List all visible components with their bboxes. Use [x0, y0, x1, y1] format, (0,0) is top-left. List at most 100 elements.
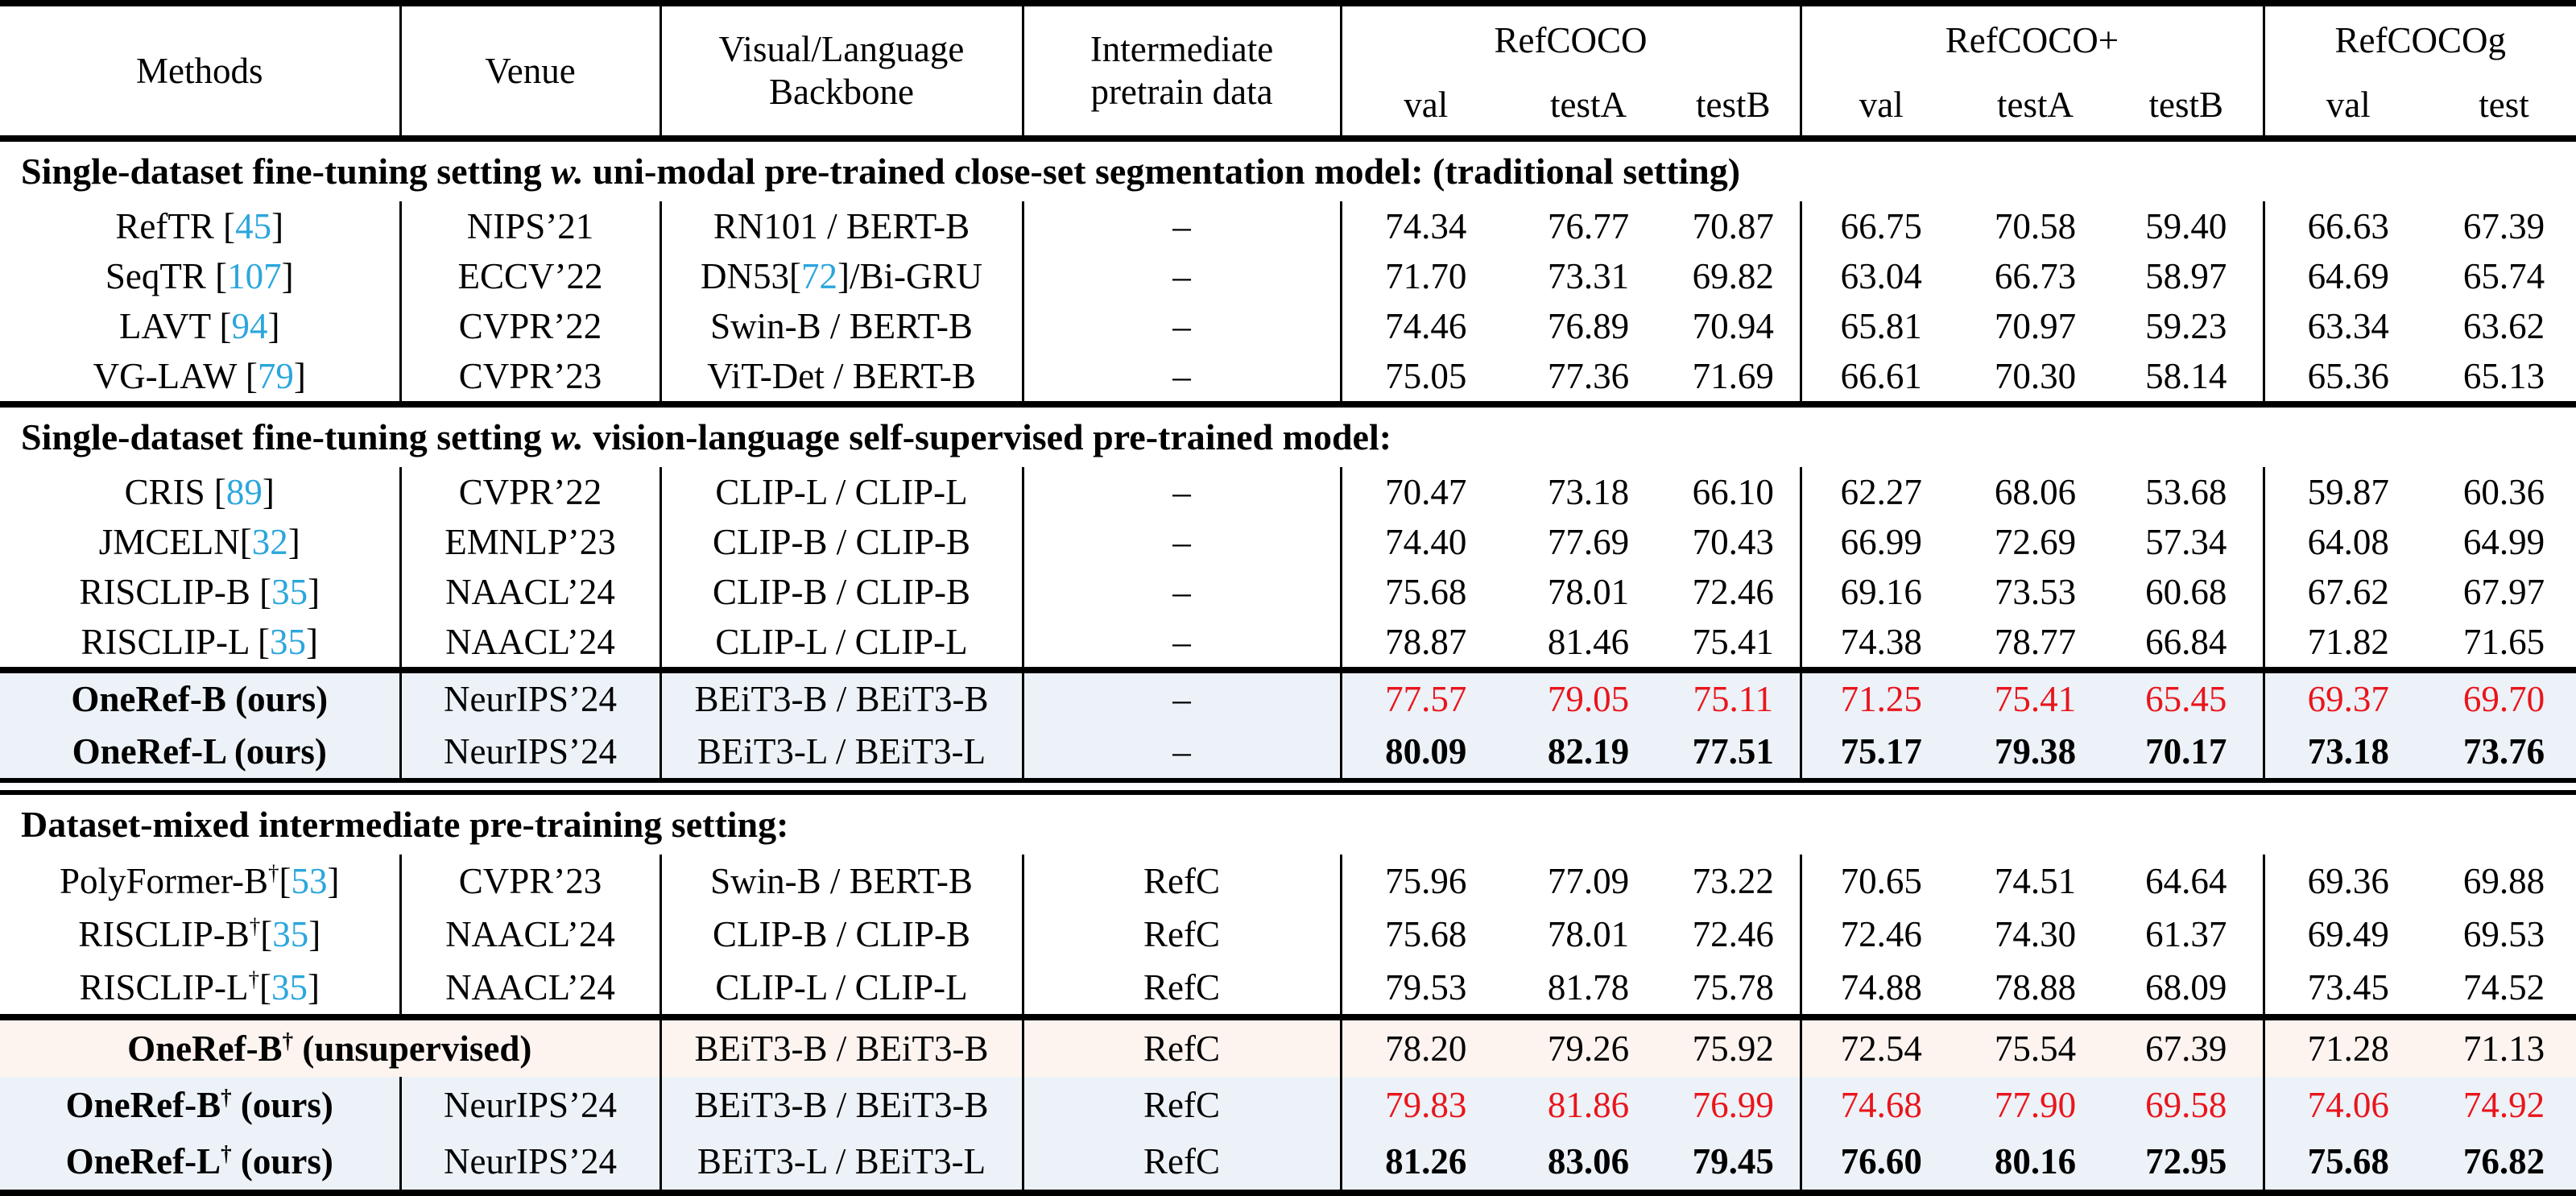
method-cell: PolyFormer-B†[53]: [0, 855, 402, 908]
citation-link[interactable]: 45: [235, 205, 272, 246]
citation-link[interactable]: 35: [271, 571, 308, 612]
backbone-cell: Swin-B / BERT-B: [660, 301, 1024, 351]
cite-bracket: [: [219, 305, 232, 346]
score-cell: 75.17: [1801, 726, 1961, 778]
subcol-refcoco-testA: testA: [1550, 85, 1627, 126]
score-cell: 74.30: [1994, 913, 2077, 954]
section-title-row: Single-dataset fine-tuning setting w. vi…: [0, 408, 2576, 467]
score-cell: 82.19: [1510, 726, 1667, 778]
backbone-cell: Swin-B / BERT-B: [660, 855, 1024, 908]
pretrain-data-cell: RefC: [1023, 855, 1342, 908]
score-cell: 59.40: [2110, 201, 2265, 251]
cite-bracket: ]: [306, 621, 319, 662]
score-cell: 69.82: [1667, 251, 1802, 301]
citation-link[interactable]: 94: [231, 305, 268, 346]
method-name: CRIS: [124, 471, 205, 512]
section-title: Single-dataset fine-tuning setting w. un…: [21, 151, 1741, 192]
venue-cell: NeurIPS’24: [400, 673, 662, 726]
table-row: OneRef-B† (unsupervised) BEiT3-B / BEiT3-…: [0, 1020, 2576, 1077]
pretrain-data-cell: –: [1023, 467, 1342, 517]
score-cell: 74.34: [1385, 205, 1467, 246]
score-cell: 77.51: [1667, 726, 1802, 778]
score-cell: 78.77: [1994, 621, 2077, 662]
score-cell: 69.70: [2432, 673, 2576, 726]
method-cell: SeqTR [107]: [0, 251, 402, 301]
score-cell: 75.68: [1385, 913, 1467, 954]
rule-line: [0, 135, 2576, 142]
cite-bracket: ]: [308, 966, 320, 1008]
venue-cell: NIPS’21: [400, 201, 662, 251]
score-cell: 75.41: [1667, 617, 1802, 667]
pretrain-data-cell: –: [1023, 301, 1342, 351]
table-row: VG-LAW [79] CVPR’23 ViT-Det / BERT-B –75.05…: [0, 351, 2576, 401]
cite-bracket: [: [213, 471, 226, 512]
method-name: OneRef-B† (unsupervised): [127, 1028, 532, 1069]
score-cell: 70.65: [1840, 860, 1922, 901]
score-cell: 67.97: [2462, 571, 2545, 612]
score-cell: 75.68: [1385, 571, 1467, 612]
table-row: RISCLIP-B†[35] NAACL’24 CLIP-B / CLIP-B Ref…: [0, 908, 2576, 961]
citation-link[interactable]: 35: [272, 913, 309, 954]
score-cell: 72.95: [2110, 1133, 2265, 1190]
score-cell: 66.61: [1840, 355, 1922, 396]
method-name: SeqTR: [105, 255, 206, 296]
section-rule: [0, 401, 2576, 408]
score-cell: 79.38: [1961, 726, 2110, 778]
citation-link[interactable]: 35: [271, 966, 308, 1008]
score-cell: 78.01: [1547, 913, 1630, 954]
venue-cell: CVPR’23: [400, 351, 662, 401]
venue-cell: NAACL’24: [400, 567, 662, 617]
col-header-pretrain-line1: Intermediate: [1090, 28, 1274, 69]
score-cell: 69.58: [2110, 1077, 2265, 1133]
cite-bracket: [: [279, 860, 292, 901]
citation-link[interactable]: 107: [227, 255, 282, 296]
citation-link[interactable]: 79: [257, 355, 294, 396]
citation-link[interactable]: 35: [270, 621, 307, 662]
citation-link[interactable]: 89: [225, 471, 263, 512]
method-name: PolyFormer-B†: [59, 860, 279, 901]
pretrain-data-cell: RefC: [1023, 1020, 1342, 1077]
score-cell: 80.09: [1341, 726, 1510, 778]
score-cell: 76.99: [1667, 1077, 1802, 1133]
method-name: JMCELN: [98, 521, 240, 562]
score-cell: 62.27: [1840, 471, 1922, 512]
backbone-cell: BEiT3-B / BEiT3-B: [660, 673, 1024, 726]
method-cell: OneRef-B (ours): [0, 673, 402, 726]
table-row: JMCELN[32] EMNLP’23 CLIP-B / CLIP-B –74.40 7…: [0, 517, 2576, 567]
table-row: CRIS [89] CVPR’22 CLIP-L / CLIP-L –70.47 73.…: [0, 467, 2576, 517]
citation-link[interactable]: 53: [291, 860, 328, 901]
score-cell: 77.36: [1547, 355, 1630, 396]
method-cell: RefTR [45]: [0, 201, 402, 251]
subcol-refcoco-plus-testA: testA: [1997, 85, 2074, 126]
rule-line: [0, 1014, 2576, 1020]
method-name: OneRef-B (ours): [71, 679, 329, 720]
score-cell: 73.45: [2307, 966, 2389, 1008]
score-cell: 76.82: [2432, 1133, 2576, 1190]
score-cell: 60.36: [2462, 471, 2545, 512]
citation-link[interactable]: 32: [251, 521, 288, 562]
pretrain-data-cell: –: [1023, 251, 1342, 301]
section-rule: [0, 667, 2576, 673]
score-cell: 65.13: [2462, 355, 2545, 396]
score-cell: 59.87: [2307, 471, 2389, 512]
header-row-splits: val testA testB val testA testB val test: [0, 75, 2576, 135]
score-cell: 70.94: [1667, 301, 1802, 351]
col-header-methods: Methods: [0, 6, 402, 135]
backbone-cell: CLIP-L / CLIP-L: [660, 961, 1024, 1014]
subcol-refcoco-plus-testB: testB: [2110, 75, 2265, 135]
score-cell: 78.01: [1547, 571, 1630, 612]
dagger-mark: †: [248, 966, 260, 991]
backbone-cell: DN53[72]/Bi-GRU: [660, 251, 1024, 301]
table-row: OneRef-L (ours) NeurIPS’24 BEiT3-L / BEiT3…: [0, 726, 2576, 778]
subcol-refcocog-test: test: [2479, 85, 2529, 126]
score-cell: 72.54: [1801, 1020, 1961, 1077]
citation-link[interactable]: 72: [800, 255, 837, 296]
score-cell: 61.37: [2110, 908, 2265, 961]
section-rule: [0, 1190, 2576, 1196]
score-cell: 79.45: [1667, 1133, 1802, 1190]
score-cell: 69.88: [2462, 860, 2545, 901]
score-cell: 64.08: [2307, 521, 2389, 562]
section-title: Dataset-mixed intermediate pre-training …: [21, 804, 789, 846]
cite-bracket: [: [258, 621, 271, 662]
header-rule: [0, 135, 2576, 142]
